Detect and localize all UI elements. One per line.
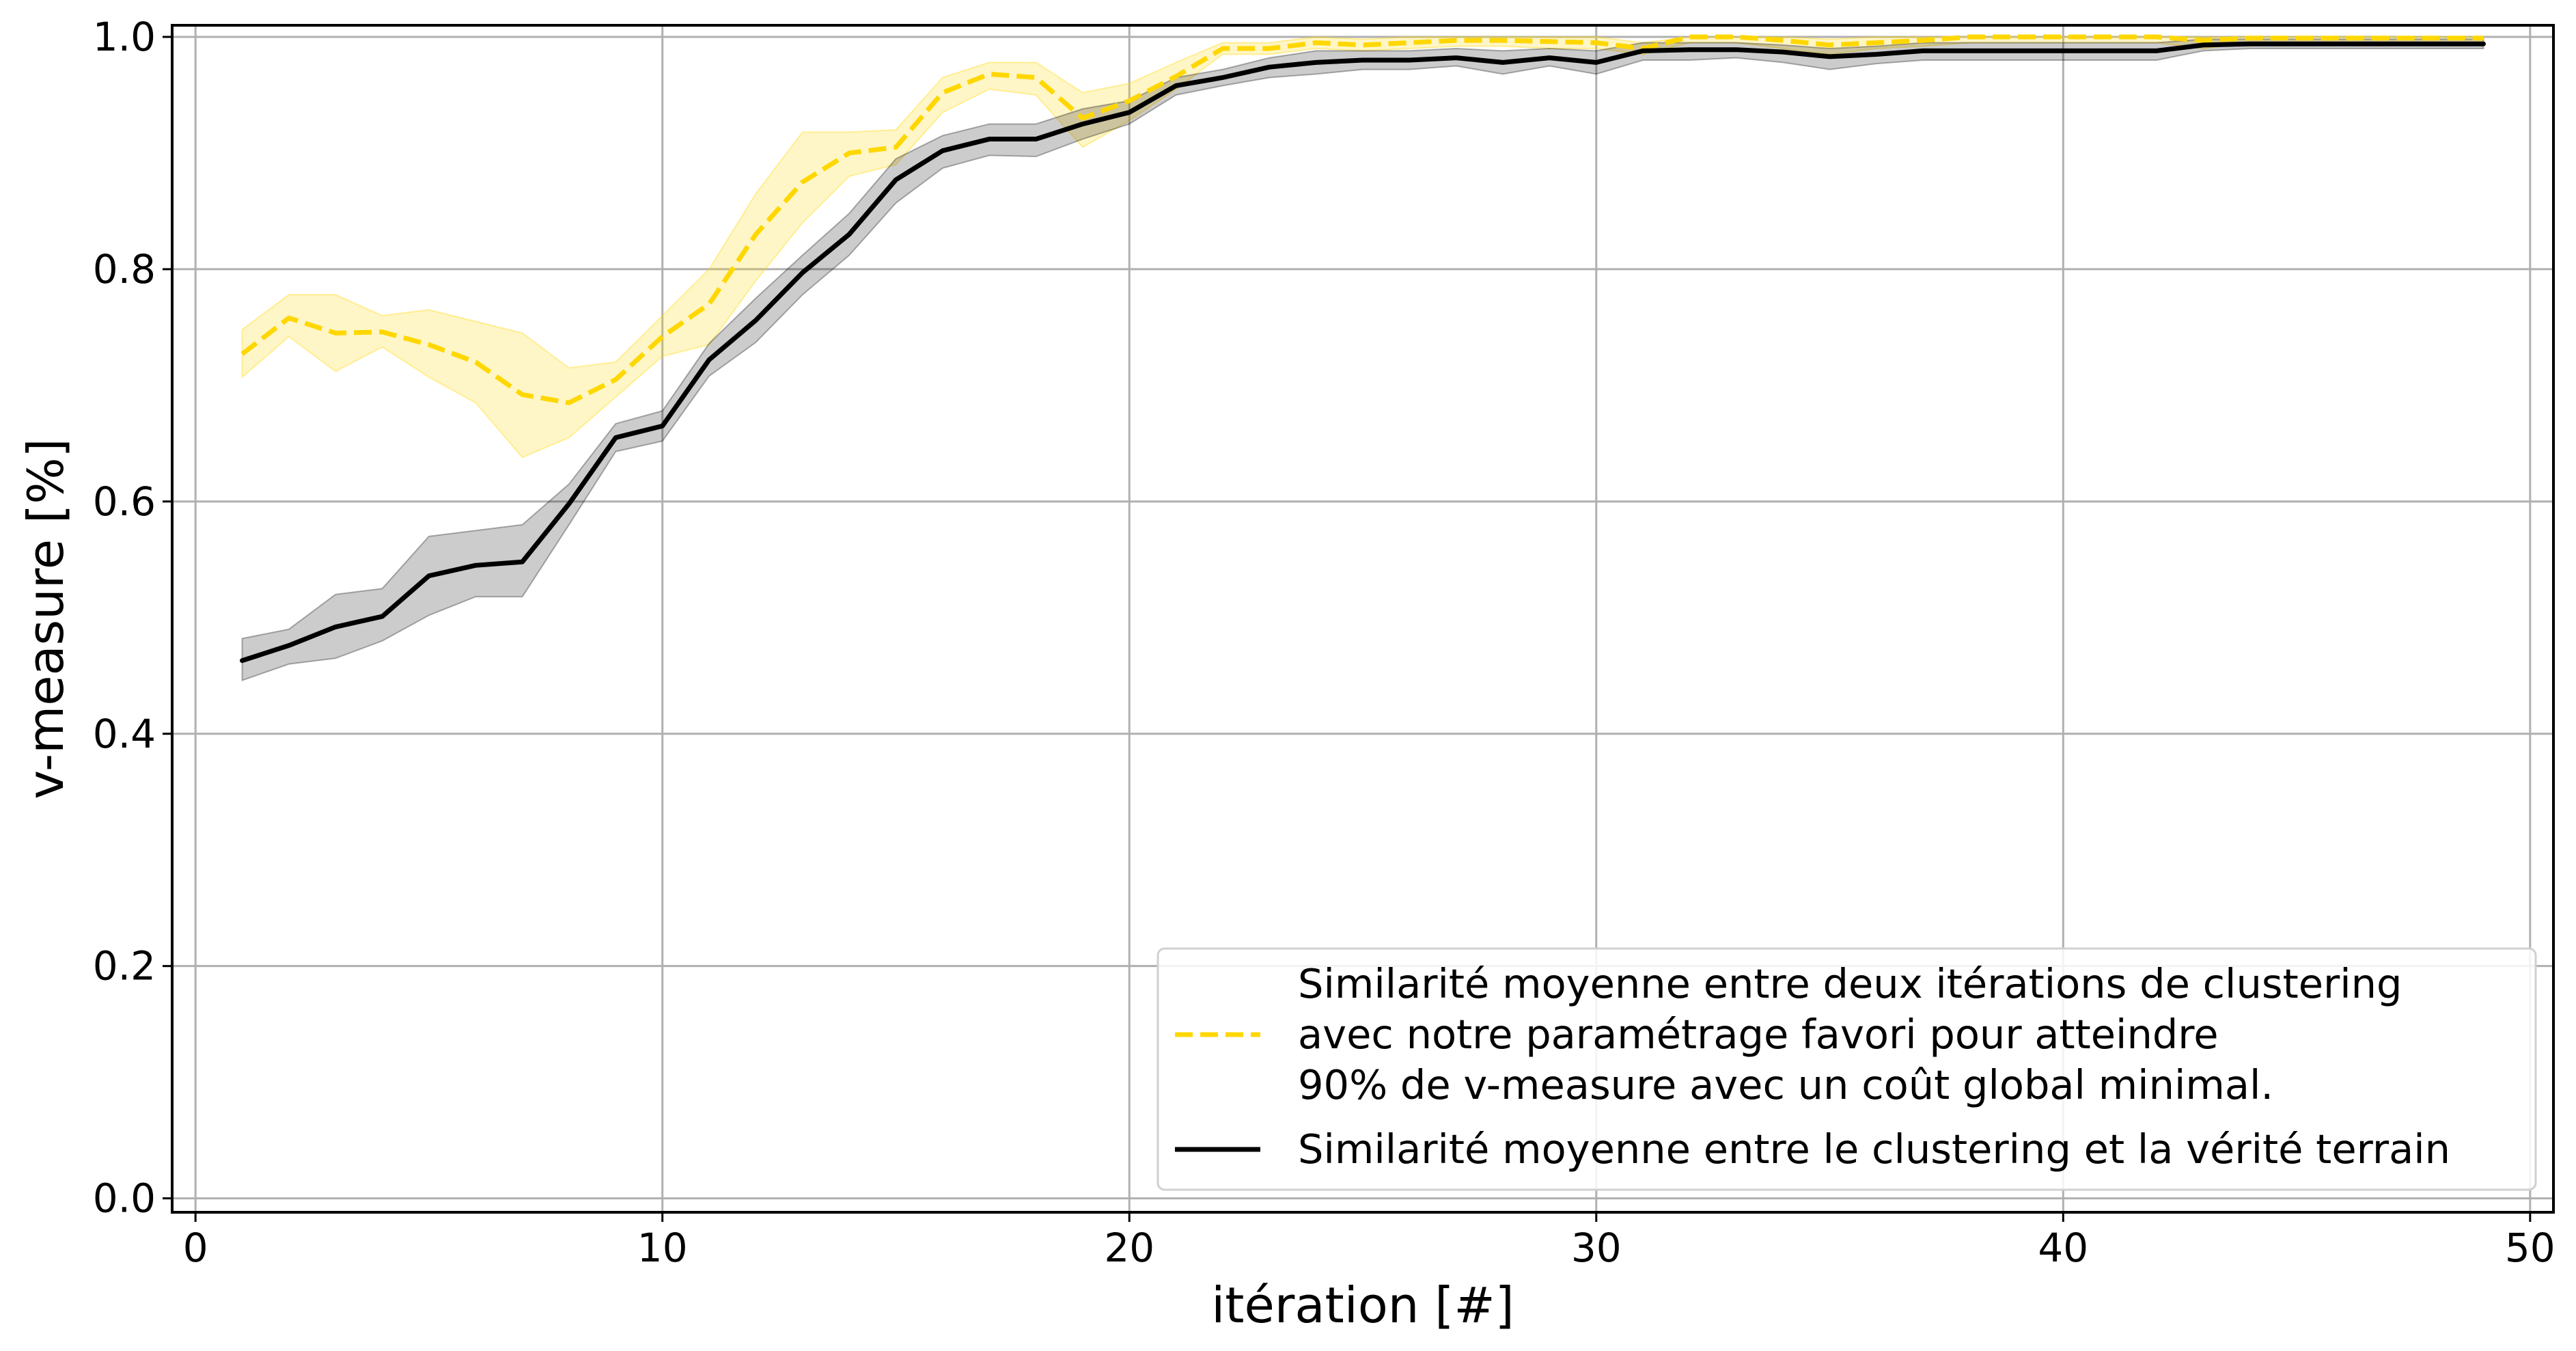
legend-box	[1157, 947, 2537, 1191]
y-tick-label: 0.6	[93, 478, 156, 525]
plot-frame	[171, 24, 2555, 1214]
series-line-1	[240, 34, 2484, 405]
x-tick-label: 30	[1571, 1225, 1622, 1271]
y-tick-label: 0.4	[93, 711, 156, 757]
x-tick-label: 10	[637, 1225, 688, 1271]
legend: Similarité moyenne entre deux itérations…	[1157, 947, 2537, 1191]
x-axis-label: itération [#]	[1211, 1277, 1514, 1334]
x-tick-label: 50	[2505, 1225, 2556, 1271]
y-axis-label: v-measure [%]	[17, 438, 74, 799]
legend-label-1: 90% de v-measure avec un coût global min…	[1298, 1061, 2273, 1108]
legend-label-1: avec notre paramétrage favori pour attei…	[1298, 1011, 2219, 1058]
x-tick-label: 40	[2038, 1225, 2088, 1271]
confidence-band-2	[241, 38, 2484, 681]
y-tick-label: 0.8	[93, 246, 156, 292]
y-tick-label: 0.2	[93, 943, 156, 990]
x-tick-label: 0	[183, 1225, 208, 1271]
y-tick-label: 1.0	[93, 14, 156, 60]
series-line-2	[240, 41, 2486, 664]
series-lines	[240, 34, 2486, 664]
x-tick-label: 20	[1104, 1225, 1154, 1271]
axis-ticks: 0 10 20 30 40 50 0.0 0.2 0.4 0.6 0.8 1.0	[93, 14, 2556, 1271]
legend-label-1: Similarité moyenne entre deux itérations…	[1298, 960, 2402, 1007]
y-tick-label: 0.0	[93, 1175, 156, 1222]
legend-label-2: Similarité moyenne entre le clustering e…	[1298, 1125, 2450, 1173]
grid-lines	[172, 25, 2553, 1212]
